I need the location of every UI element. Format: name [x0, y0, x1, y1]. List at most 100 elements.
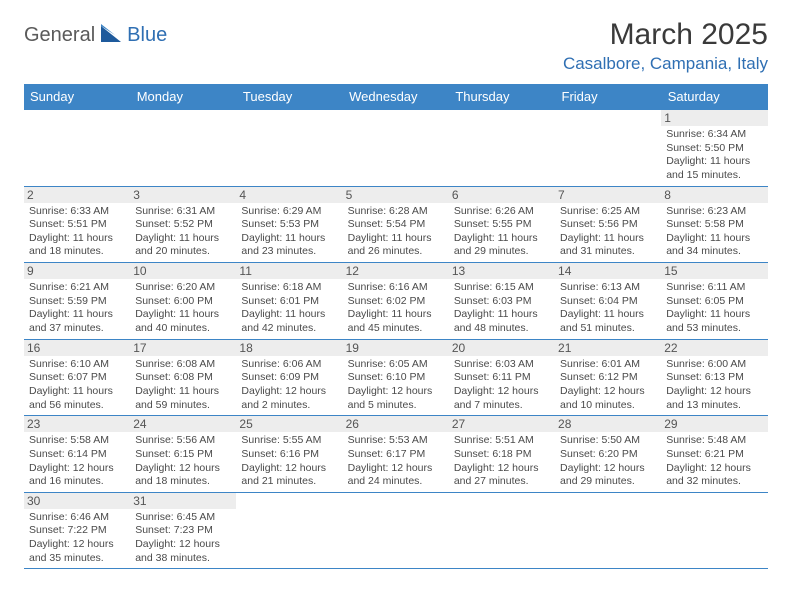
day-number: 29 — [661, 416, 767, 432]
day-info: Sunrise: 6:25 AMSunset: 5:56 PMDaylight:… — [560, 205, 656, 260]
daylight-text: Daylight: 12 hours and 10 minutes. — [560, 385, 656, 412]
page-title: March 2025 — [563, 18, 768, 52]
day-info: Sunrise: 6:08 AMSunset: 6:08 PMDaylight:… — [135, 358, 231, 413]
sunrise-text: Sunrise: 6:18 AM — [241, 281, 337, 295]
daylight-text: Daylight: 12 hours and 5 minutes. — [348, 385, 444, 412]
daylight-text: Daylight: 11 hours and 26 minutes. — [348, 232, 444, 259]
weekday-header: Friday — [555, 84, 661, 110]
calendar-cell: 9Sunrise: 6:21 AMSunset: 5:59 PMDaylight… — [24, 263, 130, 340]
sunrise-text: Sunrise: 6:20 AM — [135, 281, 231, 295]
weekday-header: Wednesday — [343, 84, 449, 110]
sunset-text: Sunset: 6:21 PM — [666, 448, 762, 462]
day-number: 15 — [661, 263, 767, 279]
weekday-header: Thursday — [449, 84, 555, 110]
sunrise-text: Sunrise: 6:11 AM — [666, 281, 762, 295]
day-info: Sunrise: 6:45 AMSunset: 7:23 PMDaylight:… — [135, 511, 231, 566]
sunset-text: Sunset: 6:10 PM — [348, 371, 444, 385]
sunset-text: Sunset: 6:02 PM — [348, 295, 444, 309]
sunrise-text: Sunrise: 5:51 AM — [454, 434, 550, 448]
weekday-header: Saturday — [661, 84, 767, 110]
sunset-text: Sunset: 5:50 PM — [666, 142, 762, 156]
sunrise-text: Sunrise: 5:55 AM — [241, 434, 337, 448]
calendar-cell — [236, 110, 342, 187]
day-info: Sunrise: 6:20 AMSunset: 6:00 PMDaylight:… — [135, 281, 231, 336]
sunrise-text: Sunrise: 6:23 AM — [666, 205, 762, 219]
calendar-body: 1Sunrise: 6:34 AMSunset: 5:50 PMDaylight… — [24, 110, 768, 569]
daylight-text: Daylight: 12 hours and 16 minutes. — [29, 462, 125, 489]
sunset-text: Sunset: 6:00 PM — [135, 295, 231, 309]
sunset-text: Sunset: 6:13 PM — [666, 371, 762, 385]
sunrise-text: Sunrise: 6:26 AM — [454, 205, 550, 219]
calendar-cell: 3 Sunrise: 6:31 AMSunset: 5:52 PMDaylight… — [130, 186, 236, 263]
calendar-cell — [555, 110, 661, 187]
daylight-text: Daylight: 12 hours and 13 minutes. — [666, 385, 762, 412]
daylight-text: Daylight: 12 hours and 7 minutes. — [454, 385, 550, 412]
day-number: 31 — [130, 493, 236, 509]
day-number: 3 — [130, 187, 236, 203]
daylight-text: Daylight: 11 hours and 34 minutes. — [666, 232, 762, 259]
calendar-row: 23Sunrise: 5:58 AMSunset: 6:14 PMDayligh… — [24, 416, 768, 493]
daylight-text: Daylight: 12 hours and 32 minutes. — [666, 462, 762, 489]
sunrise-text: Sunrise: 6:03 AM — [454, 358, 550, 372]
day-info: Sunrise: 6:03 AMSunset: 6:11 PMDaylight:… — [454, 358, 550, 413]
daylight-text: Daylight: 11 hours and 56 minutes. — [29, 385, 125, 412]
sunrise-text: Sunrise: 5:58 AM — [29, 434, 125, 448]
daylight-text: Daylight: 11 hours and 53 minutes. — [666, 308, 762, 335]
daylight-text: Daylight: 12 hours and 35 minutes. — [29, 538, 125, 565]
sunrise-text: Sunrise: 6:33 AM — [29, 205, 125, 219]
day-number: 12 — [343, 263, 449, 279]
daylight-text: Daylight: 11 hours and 51 minutes. — [560, 308, 656, 335]
sunset-text: Sunset: 5:54 PM — [348, 218, 444, 232]
day-info: Sunrise: 5:48 AMSunset: 6:21 PMDaylight:… — [666, 434, 762, 489]
day-info: Sunrise: 6:23 AMSunset: 5:58 PMDaylight:… — [666, 205, 762, 260]
calendar-cell: 20Sunrise: 6:03 AMSunset: 6:11 PMDayligh… — [449, 339, 555, 416]
sunset-text: Sunset: 6:15 PM — [135, 448, 231, 462]
calendar-cell: 28Sunrise: 5:50 AMSunset: 6:20 PMDayligh… — [555, 416, 661, 493]
calendar-cell: 22Sunrise: 6:00 AMSunset: 6:13 PMDayligh… — [661, 339, 767, 416]
sunrise-text: Sunrise: 6:25 AM — [560, 205, 656, 219]
location-text: Casalbore, Campania, Italy — [563, 54, 768, 74]
day-number: 2 — [24, 187, 130, 203]
day-info: Sunrise: 6:34 AMSunset: 5:50 PMDaylight:… — [666, 128, 762, 183]
day-info: Sunrise: 6:18 AMSunset: 6:01 PMDaylight:… — [241, 281, 337, 336]
sunset-text: Sunset: 6:05 PM — [666, 295, 762, 309]
calendar-cell: 13Sunrise: 6:15 AMSunset: 6:03 PMDayligh… — [449, 263, 555, 340]
calendar-cell — [236, 492, 342, 569]
calendar-cell: 1Sunrise: 6:34 AMSunset: 5:50 PMDaylight… — [661, 110, 767, 187]
day-number: 6 — [449, 187, 555, 203]
sunrise-text: Sunrise: 6:21 AM — [29, 281, 125, 295]
sunrise-text: Sunrise: 6:08 AM — [135, 358, 231, 372]
sunset-text: Sunset: 6:17 PM — [348, 448, 444, 462]
day-number: 22 — [661, 340, 767, 356]
weekday-header: Monday — [130, 84, 236, 110]
day-info: Sunrise: 6:16 AMSunset: 6:02 PMDaylight:… — [348, 281, 444, 336]
day-number: 23 — [24, 416, 130, 432]
day-number: 11 — [236, 263, 342, 279]
day-info: Sunrise: 6:11 AMSunset: 6:05 PMDaylight:… — [666, 281, 762, 336]
day-info: Sunrise: 6:33 AMSunset: 5:51 PMDaylight:… — [29, 205, 125, 260]
day-number: 26 — [343, 416, 449, 432]
day-info: Sunrise: 6:46 AMSunset: 7:22 PMDaylight:… — [29, 511, 125, 566]
calendar-cell — [661, 492, 767, 569]
daylight-text: Daylight: 11 hours and 18 minutes. — [29, 232, 125, 259]
calendar-cell: 6Sunrise: 6:26 AMSunset: 5:55 PMDaylight… — [449, 186, 555, 263]
calendar-table: SundayMondayTuesdayWednesdayThursdayFrid… — [24, 84, 768, 569]
sunset-text: Sunset: 6:01 PM — [241, 295, 337, 309]
day-number: 14 — [555, 263, 661, 279]
calendar-cell — [24, 110, 130, 187]
calendar-cell — [343, 110, 449, 187]
day-info: Sunrise: 5:55 AMSunset: 6:16 PMDaylight:… — [241, 434, 337, 489]
day-info: Sunrise: 6:31 AMSunset: 5:52 PMDaylight:… — [135, 205, 231, 260]
daylight-text: Daylight: 12 hours and 21 minutes. — [241, 462, 337, 489]
sunrise-text: Sunrise: 6:05 AM — [348, 358, 444, 372]
calendar-cell: 31 Sunrise: 6:45 AMSunset: 7:23 PMDayligh… — [130, 492, 236, 569]
calendar-cell: 11 Sunrise: 6:18 AMSunset: 6:01 PMDayligh… — [236, 263, 342, 340]
day-number: 4 — [236, 187, 342, 203]
day-number: 13 — [449, 263, 555, 279]
sunrise-text: Sunrise: 6:01 AM — [560, 358, 656, 372]
day-number: 27 — [449, 416, 555, 432]
day-info: Sunrise: 5:53 AMSunset: 6:17 PMDaylight:… — [348, 434, 444, 489]
calendar-cell: 7Sunrise: 6:25 AMSunset: 5:56 PMDaylight… — [555, 186, 661, 263]
title-block: March 2025 Casalbore, Campania, Italy — [563, 18, 768, 74]
daylight-text: Daylight: 11 hours and 40 minutes. — [135, 308, 231, 335]
